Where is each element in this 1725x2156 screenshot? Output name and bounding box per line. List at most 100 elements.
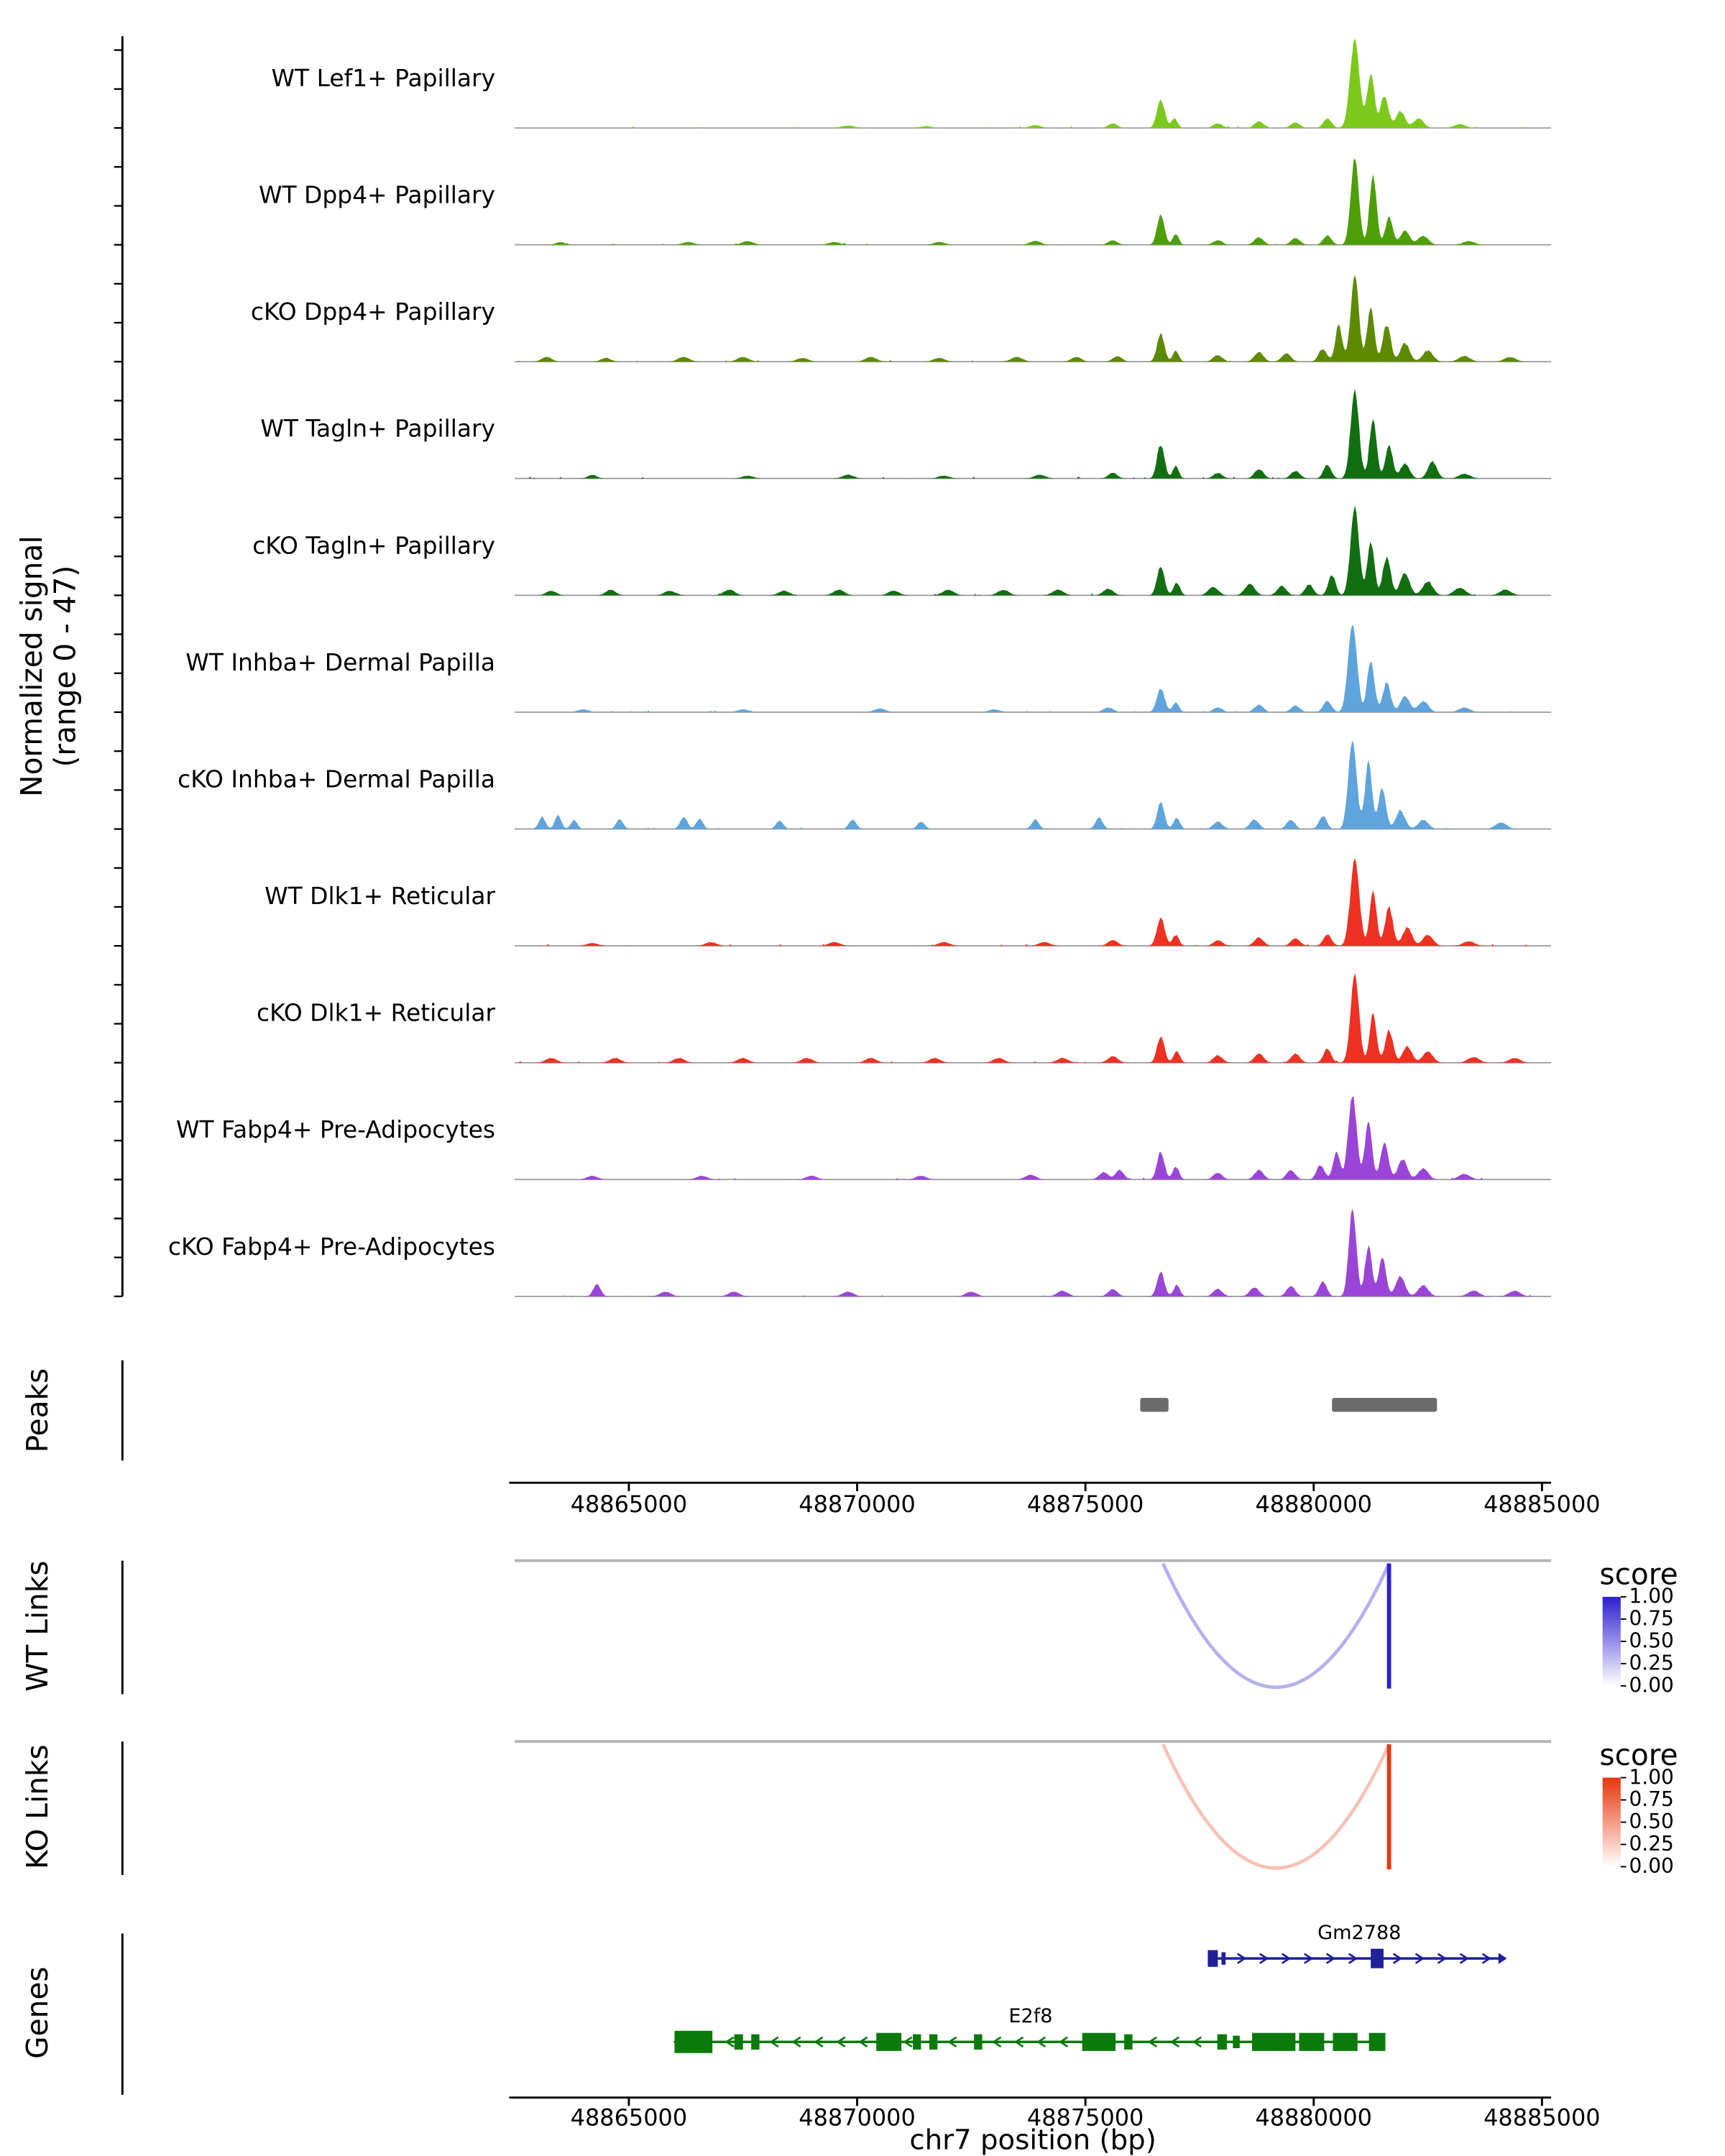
signal-area-1	[515, 158, 1552, 245]
ko-legend-gradient-bar	[1602, 1777, 1621, 1867]
signal-area-0	[515, 38, 1552, 129]
track-label-2: cKO Dpp4+ Papillary	[251, 298, 495, 326]
wt-legend-gradient-bar	[1602, 1596, 1621, 1686]
wt-link-0	[1161, 1562, 1391, 1689]
signal-area-10	[515, 1208, 1552, 1296]
track-label-5: WT Inhba+ Dermal Papilla	[185, 648, 495, 676]
ko-links-panel-label: KO Links	[20, 1744, 55, 1869]
gene-strand-arrow-icon	[724, 2036, 735, 2048]
wt-legend-label-4: 0.00	[1629, 1674, 1673, 1697]
signal-area-2	[515, 275, 1552, 362]
signal-area-7	[515, 858, 1552, 946]
wt-legend-label-0: 1.00	[1629, 1585, 1673, 1608]
gene-strand-arrow-icon	[903, 2036, 913, 2048]
gene-exon-Gm2788-1	[1221, 1952, 1226, 1965]
gene-strand-arrow-icon	[1147, 2036, 1158, 2048]
gene-exon-Gm2788-0	[1208, 1950, 1218, 1967]
gene-strand-arrow-icon	[791, 2036, 801, 2048]
x-axis-tick-label: 48870000	[799, 2104, 915, 2131]
gene-exon-E2f8-8	[1124, 2034, 1133, 2050]
wt-legend-title: score	[1599, 1557, 1678, 1592]
track-label-0: WT Lef1+ Papillary	[272, 64, 496, 92]
peak-region-0	[1140, 1398, 1169, 1412]
gene-exon-E2f8-12	[1299, 2032, 1325, 2051]
gene-exon-E2f8-2	[751, 2034, 760, 2050]
ko-legend-label-0: 1.00	[1629, 1765, 1673, 1789]
x-axis-tick-label: 48875000	[1027, 2104, 1144, 2131]
wt-links-panel-label: WT Links	[20, 1560, 55, 1691]
gene-exon-E2f8-10	[1233, 2035, 1240, 2048]
gene-strand-arrow-icon	[1259, 1953, 1269, 1964]
track-label-8: cKO Dlk1+ Reticular	[257, 999, 496, 1027]
gene-strand-arrow-icon	[1303, 1953, 1314, 1964]
gene-exon-E2f8-5	[929, 2034, 938, 2050]
ko-legend-title: score	[1599, 1738, 1678, 1772]
y-axis-label-line2: (range 0 - 47)	[48, 566, 83, 768]
gene-strand-arrow-icon	[814, 2036, 824, 2048]
genes-panel-label: Genes	[20, 1966, 55, 2058]
ko-legend-label-3: 0.25	[1629, 1832, 1673, 1856]
signal-area-6	[515, 740, 1552, 829]
peaks-panel-label: Peaks	[20, 1368, 55, 1453]
gene-exon-E2f8-0	[674, 2030, 713, 2053]
gene-strand-arrow-icon	[1036, 2036, 1046, 2048]
signal-area-3	[515, 389, 1552, 479]
ko-link-0	[1161, 1743, 1391, 1870]
x-axis-tick-label: 48865000	[571, 1491, 687, 1518]
track-label-3: WT Tagln+ Papillary	[260, 415, 495, 443]
track-label-4: cKO Tagln+ Papillary	[252, 531, 495, 559]
gene-exon-E2f8-7	[1082, 2032, 1116, 2051]
gene-strand-arrow-icon	[947, 2036, 957, 2048]
gene-strand-arrow-icon	[1348, 1953, 1358, 1964]
x-axis-tick-label: 48870000	[799, 1491, 915, 1518]
gene-exon-Gm2788-2	[1371, 1948, 1384, 1968]
gene-exon-E2f8-9	[1217, 2034, 1228, 2050]
track-label-6: cKO Inhba+ Dermal Papilla	[178, 765, 495, 793]
x-axis-tick-label: 48865000	[571, 2104, 687, 2131]
gene-strand-arrow-icon	[858, 2036, 868, 2048]
ko-legend-label-1: 0.75	[1629, 1787, 1673, 1811]
gene-exon-E2f8-11	[1251, 2032, 1296, 2051]
x-axis-tick-label: 48880000	[1256, 2104, 1372, 2131]
gene-strand-arrow-icon	[1459, 1953, 1470, 1964]
gene-label-Gm2788: Gm2788	[1317, 1922, 1401, 1944]
gene-strand-arrow-icon	[1192, 2036, 1202, 2048]
gene-end-arrow-icon	[1498, 1953, 1507, 1964]
gene-strand-arrow-icon	[769, 2036, 779, 2048]
ko-legend-label-2: 0.50	[1629, 1810, 1673, 1833]
wt-legend-label-3: 0.25	[1629, 1651, 1673, 1675]
gene-strand-arrow-icon	[1481, 1953, 1491, 1964]
track-label-9: WT Fabp4+ Pre-Adipocytes	[176, 1115, 495, 1143]
gene-strand-arrow-icon	[1237, 1953, 1247, 1964]
gene-exon-E2f8-4	[913, 2034, 921, 2050]
x-axis-tick-label: 48880000	[1256, 1491, 1372, 1518]
gene-exon-E2f8-14	[1368, 2032, 1386, 2051]
gene-exon-E2f8-6	[974, 2034, 983, 2050]
signal-area-8	[515, 973, 1552, 1063]
track-label-7: WT Dlk1+ Reticular	[264, 882, 495, 910]
gene-exon-E2f8-3	[876, 2032, 902, 2051]
gene-strand-arrow-icon	[1325, 1953, 1336, 1964]
gene-exon-E2f8-1	[734, 2034, 743, 2050]
gene-exon-E2f8-13	[1333, 2032, 1358, 2051]
gene-strand-arrow-icon	[836, 2036, 846, 2048]
track-label-1: WT Dpp4+ Papillary	[259, 181, 495, 209]
ko-legend-label-4: 0.00	[1629, 1854, 1673, 1878]
wt-legend-label-1: 0.75	[1629, 1607, 1673, 1631]
signal-area-4	[515, 505, 1552, 596]
gene-strand-arrow-icon	[1058, 2036, 1069, 2048]
gene-label-E2f8: E2f8	[1008, 2005, 1052, 2027]
signal-area-9	[515, 1096, 1552, 1180]
gene-strand-arrow-icon	[1392, 1953, 1403, 1964]
y-axis-label-line1: Normalized signal	[14, 535, 49, 796]
gene-strand-arrow-icon	[1013, 2036, 1024, 2048]
gene-strand-arrow-icon	[1169, 2036, 1180, 2048]
gene-strand-arrow-icon	[1281, 1953, 1292, 1964]
x-axis-tick-label: 48875000	[1027, 1491, 1144, 1518]
signal-area-5	[515, 625, 1552, 712]
gene-strand-arrow-icon	[1414, 1953, 1425, 1964]
x-axis-tick-label: 48885000	[1484, 1491, 1600, 1518]
gene-strand-arrow-icon	[1437, 1953, 1448, 1964]
